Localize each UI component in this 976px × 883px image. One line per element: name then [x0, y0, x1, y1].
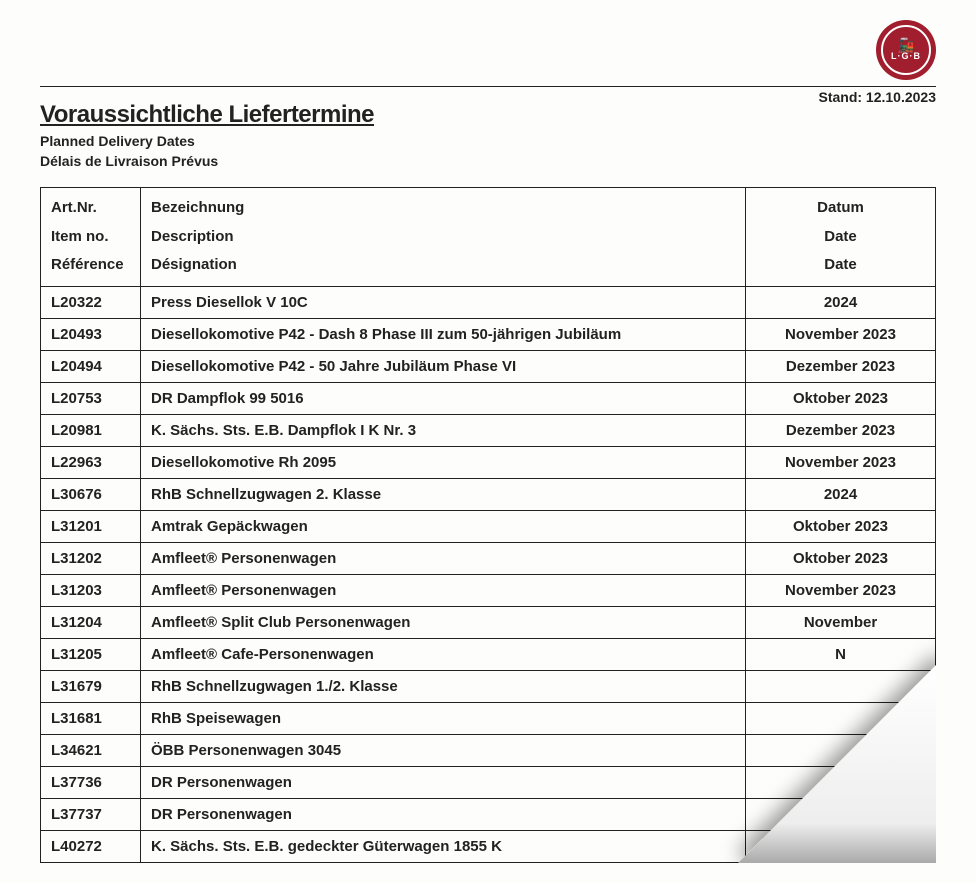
cell-date: [746, 702, 936, 734]
cell-art: L37736: [41, 766, 141, 798]
cell-date: [746, 766, 936, 798]
cell-art: L20753: [41, 382, 141, 414]
cell-desc: ÖBB Personenwagen 3045: [141, 734, 746, 766]
header-date: Datum Date Date: [746, 188, 936, 287]
header-divider: [40, 86, 936, 87]
cell-date: November 2023: [746, 318, 936, 350]
cell-date: Oktober 2023: [746, 510, 936, 542]
cell-desc: RhB Schnellzugwagen 2. Klasse: [141, 478, 746, 510]
table-header-row: Art.Nr. Item no. Référence Bezeichnung D…: [41, 188, 936, 287]
cell-desc: K. Sächs. Sts. E.B. gedeckter Güterwagen…: [141, 830, 746, 862]
cell-art: L31679: [41, 670, 141, 702]
table-row: L31201Amtrak GepäckwagenOktober 2023: [41, 510, 936, 542]
cell-desc: Amtrak Gepäckwagen: [141, 510, 746, 542]
cell-desc: RhB Speisewagen: [141, 702, 746, 734]
header-art-de: Art.Nr.: [51, 194, 130, 223]
table-row: L31679RhB Schnellzugwagen 1./2. Klasse: [41, 670, 936, 702]
cell-date: Dezember 2023: [746, 350, 936, 382]
cell-date: [746, 734, 936, 766]
table-row: L31681RhB Speisewagen: [41, 702, 936, 734]
table-row: L30676RhB Schnellzugwagen 2. Klasse2024: [41, 478, 936, 510]
cell-art: L20322: [41, 286, 141, 318]
table-row: L34621ÖBB Personenwagen 3045: [41, 734, 936, 766]
cell-desc: Press Diesellok V 10C: [141, 286, 746, 318]
cell-art: L22963: [41, 446, 141, 478]
header-desc-fr: Désignation: [151, 251, 735, 280]
cell-desc: DR Personenwagen: [141, 766, 746, 798]
cell-desc: DR Personenwagen: [141, 798, 746, 830]
title-main: Voraussichtliche Liefertermine: [40, 101, 936, 129]
cell-date: 2024: [746, 478, 936, 510]
cell-desc: Amfleet® Personenwagen: [141, 574, 746, 606]
document-page: 🚂 L·G·B Stand: 12.10.2023 Voraussichtlic…: [40, 20, 936, 863]
cell-desc: Diesellokomotive P42 - Dash 8 Phase III …: [141, 318, 746, 350]
cell-date: November 2023: [746, 446, 936, 478]
logo-inner-ring: 🚂 L·G·B: [881, 25, 931, 75]
title-sub-fr: Délais de Livraison Prévus: [40, 153, 936, 169]
cell-desc: K. Sächs. Sts. E.B. Dampflok I K Nr. 3: [141, 414, 746, 446]
table-row: L20494Diesellokomotive P42 - 50 Jahre Ju…: [41, 350, 936, 382]
cell-date: November: [746, 606, 936, 638]
cell-art: L31204: [41, 606, 141, 638]
cell-art: L31202: [41, 542, 141, 574]
header-date-de: Datum: [756, 194, 925, 223]
lgb-logo: 🚂 L·G·B: [876, 20, 936, 80]
header-art-en: Item no.: [51, 223, 130, 252]
table-row: L31204Amfleet® Split Club PersonenwagenN…: [41, 606, 936, 638]
cell-art: L31681: [41, 702, 141, 734]
cell-art: L20494: [41, 350, 141, 382]
cell-date: [746, 830, 936, 862]
cell-art: L31205: [41, 638, 141, 670]
table-row: L20753DR Dampflok 99 5016Oktober 2023: [41, 382, 936, 414]
cell-date: [746, 670, 936, 702]
cell-desc: Diesellokomotive P42 - 50 Jahre Jubiläum…: [141, 350, 746, 382]
cell-art: L37737: [41, 798, 141, 830]
logo-text: L·G·B: [891, 51, 921, 61]
header-date-en: Date: [756, 223, 925, 252]
delivery-table: Art.Nr. Item no. Référence Bezeichnung D…: [40, 187, 936, 863]
header-desc-de: Bezeichnung: [151, 194, 735, 223]
header-desc-en: Description: [151, 223, 735, 252]
title-sub-en: Planned Delivery Dates: [40, 133, 936, 149]
header-date-fr: Date: [756, 251, 925, 280]
cell-art: L30676: [41, 478, 141, 510]
cell-date: Oktober 2023: [746, 542, 936, 574]
table-row: L20493Diesellokomotive P42 - Dash 8 Phas…: [41, 318, 936, 350]
cell-date: [746, 798, 936, 830]
table-row: L31202Amfleet® PersonenwagenOktober 2023: [41, 542, 936, 574]
cell-art: L40272: [41, 830, 141, 862]
table-row: L37737DR Personenwagen: [41, 798, 936, 830]
cell-date: 2024: [746, 286, 936, 318]
cell-desc: Amfleet® Personenwagen: [141, 542, 746, 574]
cell-art: L31203: [41, 574, 141, 606]
table-row: L31205Amfleet® Cafe-PersonenwagenN: [41, 638, 936, 670]
header-row: 🚂 L·G·B: [40, 20, 936, 80]
table-row: L20322Press Diesellok V 10C2024: [41, 286, 936, 318]
cell-art: L34621: [41, 734, 141, 766]
cell-desc: Diesellokomotive Rh 2095: [141, 446, 746, 478]
cell-desc: RhB Schnellzugwagen 1./2. Klasse: [141, 670, 746, 702]
cell-art: L31201: [41, 510, 141, 542]
table-row: L20981K. Sächs. Sts. E.B. Dampflok I K N…: [41, 414, 936, 446]
table-row: L31203Amfleet® PersonenwagenNovember 202…: [41, 574, 936, 606]
header-desc: Bezeichnung Description Désignation: [141, 188, 746, 287]
cell-desc: DR Dampflok 99 5016: [141, 382, 746, 414]
table-row: L40272K. Sächs. Sts. E.B. gedeckter Güte…: [41, 830, 936, 862]
header-art: Art.Nr. Item no. Référence: [41, 188, 141, 287]
table-row: L37736DR Personenwagen: [41, 766, 936, 798]
cell-desc: Amfleet® Split Club Personenwagen: [141, 606, 746, 638]
title-block: Voraussichtliche Liefertermine Planned D…: [40, 101, 936, 169]
cell-date: November 2023: [746, 574, 936, 606]
cell-desc: Amfleet® Cafe-Personenwagen: [141, 638, 746, 670]
table-row: L22963Diesellokomotive Rh 2095November 2…: [41, 446, 936, 478]
cell-date: Oktober 2023: [746, 382, 936, 414]
cell-art: L20981: [41, 414, 141, 446]
cell-date: N: [746, 638, 936, 670]
cell-art: L20493: [41, 318, 141, 350]
cell-date: Dezember 2023: [746, 414, 936, 446]
header-art-fr: Référence: [51, 251, 130, 280]
